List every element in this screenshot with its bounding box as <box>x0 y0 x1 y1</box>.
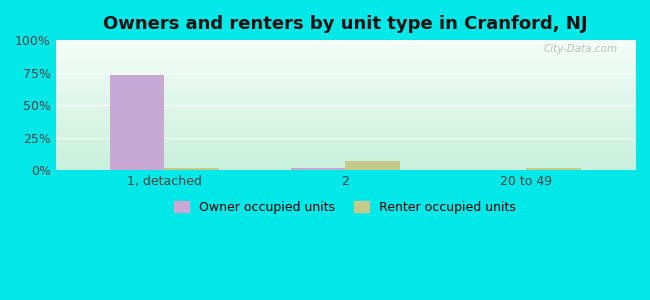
Bar <box>345 161 400 170</box>
Bar <box>164 168 218 170</box>
Bar <box>110 75 164 170</box>
Text: City-Data.com: City-Data.com <box>543 44 618 54</box>
Bar <box>472 169 526 170</box>
Bar <box>526 168 580 170</box>
Legend: Owner occupied units, Renter occupied units: Owner occupied units, Renter occupied un… <box>170 196 521 219</box>
Title: Owners and renters by unit type in Cranford, NJ: Owners and renters by unit type in Cranf… <box>103 15 588 33</box>
Bar <box>291 168 345 170</box>
